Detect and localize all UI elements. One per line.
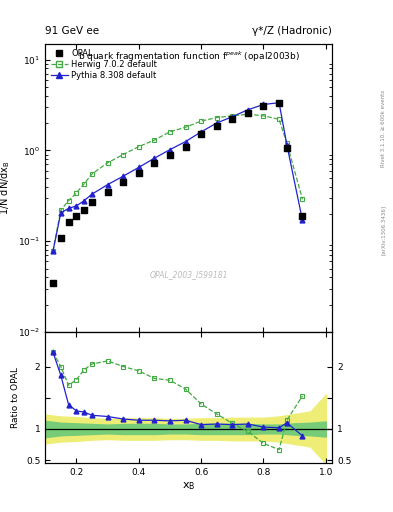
Text: OPAL_2003_I599181: OPAL_2003_I599181: [149, 270, 228, 279]
Point: [105, 188, 111, 196]
Point: [151, 159, 158, 167]
Point: [260, 102, 266, 110]
Legend: OPAL, Herwig 7.0.2 default, Pythia 8.308 default: OPAL, Herwig 7.0.2 default, Pythia 8.308…: [48, 46, 160, 83]
Point: [284, 144, 290, 153]
Point: [50, 279, 56, 287]
Point: [198, 130, 204, 138]
Y-axis label: 1/N dN/dx$_{\rm B}$: 1/N dN/dx$_{\rm B}$: [0, 160, 13, 215]
Point: [245, 109, 251, 117]
Text: 91 GeV ee: 91 GeV ee: [45, 26, 99, 36]
Point: [276, 99, 282, 108]
Text: Rivet 3.1.10, ≥ 600k events: Rivet 3.1.10, ≥ 600k events: [381, 90, 386, 166]
Text: γ*/Z (Hadronic): γ*/Z (Hadronic): [252, 26, 332, 36]
Point: [58, 233, 64, 242]
Y-axis label: Ratio to OPAL: Ratio to OPAL: [11, 367, 20, 428]
Point: [167, 151, 173, 159]
Point: [229, 115, 235, 123]
Point: [299, 212, 306, 220]
Point: [136, 168, 142, 177]
Point: [213, 122, 220, 130]
Point: [120, 178, 126, 186]
Text: b quark fragmentation function f$^{peak}$ (opal2003b): b quark fragmentation function f$^{peak}…: [78, 49, 299, 63]
X-axis label: x$_{\rm B}$: x$_{\rm B}$: [182, 480, 195, 492]
Point: [73, 212, 79, 220]
Point: [89, 198, 95, 206]
Point: [81, 206, 87, 214]
Point: [66, 218, 72, 226]
Point: [182, 142, 189, 151]
Text: [arXiv:1306.3436]: [arXiv:1306.3436]: [381, 205, 386, 255]
